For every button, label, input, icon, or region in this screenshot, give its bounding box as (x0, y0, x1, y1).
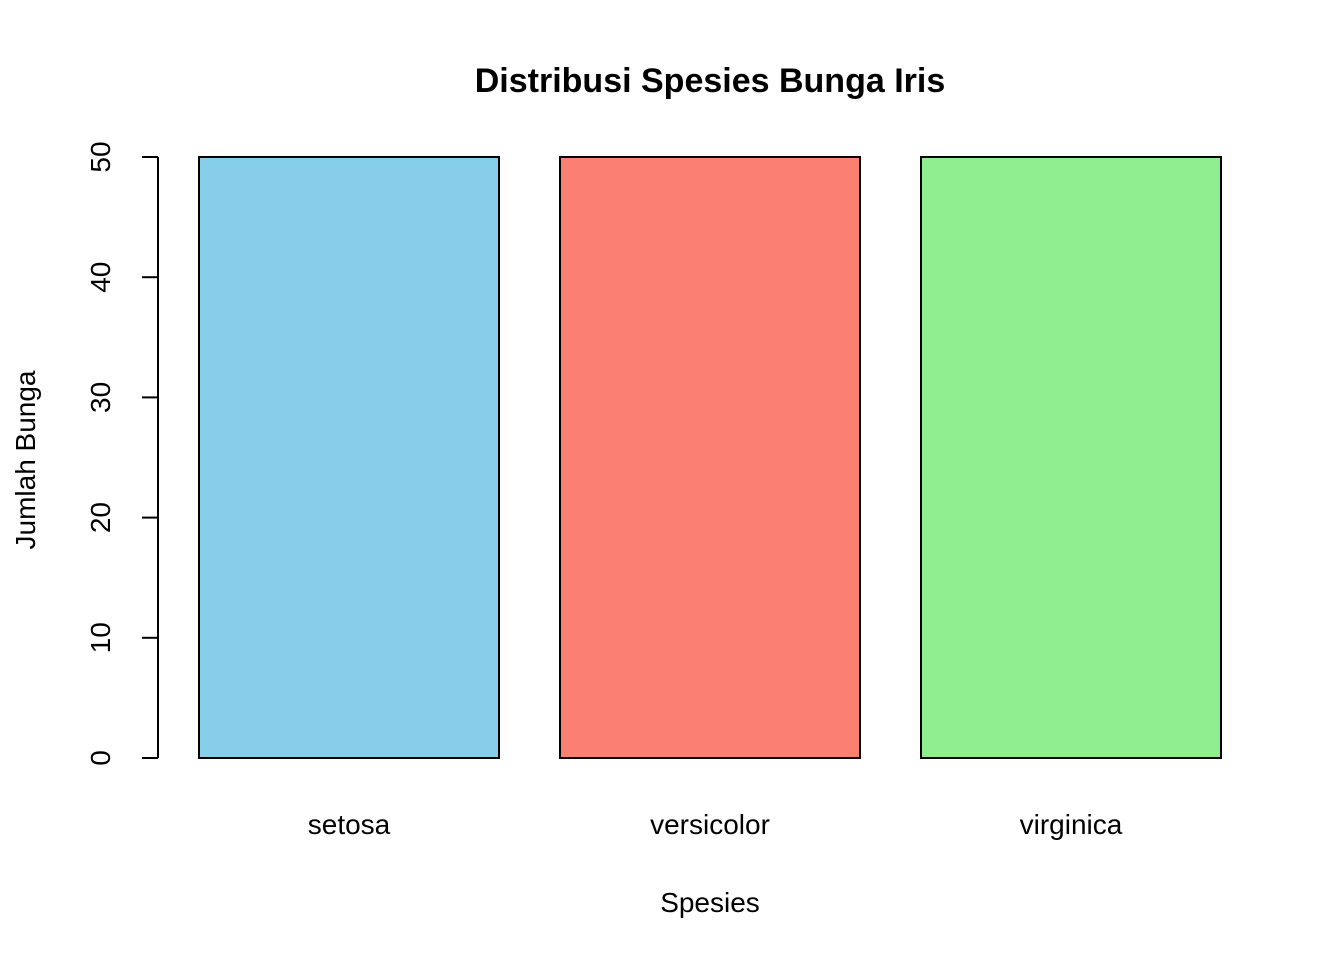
category-label-setosa: setosa (308, 809, 391, 840)
y-tick-label-50: 50 (85, 141, 116, 172)
x-axis-label: Spesies (660, 887, 760, 918)
bar-versicolor (559, 156, 861, 759)
y-tick-label-30: 30 (85, 382, 116, 413)
category-labels: setosa versicolor virginica (308, 809, 1123, 840)
y-tick-label-20: 20 (85, 502, 116, 533)
bars-group (198, 156, 1222, 759)
y-tick-label-0: 0 (85, 750, 116, 766)
y-axis: 0 10 20 30 40 50 (85, 141, 159, 766)
y-axis-label: Jumlah Bunga (10, 370, 41, 549)
bar-setosa (198, 156, 500, 759)
bar-virginica (920, 156, 1222, 759)
y-tick-label-10: 10 (85, 622, 116, 653)
y-tick-label-40: 40 (85, 262, 116, 293)
category-label-versicolor: versicolor (650, 809, 770, 840)
category-label-virginica: virginica (1020, 809, 1123, 840)
chart-title: Distribusi Spesies Bunga Iris (475, 62, 945, 100)
